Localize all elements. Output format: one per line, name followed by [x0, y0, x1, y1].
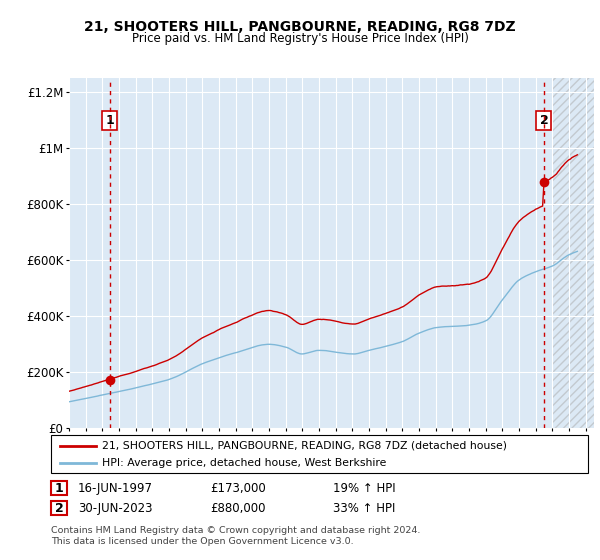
Text: HPI: Average price, detached house, West Berkshire: HPI: Average price, detached house, West… [102, 458, 386, 468]
Text: 1: 1 [55, 482, 64, 495]
Text: 21, SHOOTERS HILL, PANGBOURNE, READING, RG8 7DZ (detached house): 21, SHOOTERS HILL, PANGBOURNE, READING, … [102, 441, 507, 451]
Text: 2: 2 [539, 114, 548, 127]
Bar [553, 78, 594, 428]
Text: £880,000: £880,000 [210, 502, 265, 515]
Text: Price paid vs. HM Land Registry's House Price Index (HPI): Price paid vs. HM Land Registry's House … [131, 32, 469, 45]
Text: 16-JUN-1997: 16-JUN-1997 [78, 482, 153, 495]
Bar [553, 78, 594, 428]
Text: 19% ↑ HPI: 19% ↑ HPI [333, 482, 395, 495]
Text: Contains HM Land Registry data © Crown copyright and database right 2024.
This d: Contains HM Land Registry data © Crown c… [51, 526, 421, 546]
Text: 21, SHOOTERS HILL, PANGBOURNE, READING, RG8 7DZ: 21, SHOOTERS HILL, PANGBOURNE, READING, … [84, 20, 516, 34]
Text: 33% ↑ HPI: 33% ↑ HPI [333, 502, 395, 515]
Text: 2: 2 [55, 502, 64, 515]
Text: 1: 1 [106, 114, 115, 127]
Text: 30-JUN-2023: 30-JUN-2023 [78, 502, 152, 515]
Text: £173,000: £173,000 [210, 482, 266, 495]
